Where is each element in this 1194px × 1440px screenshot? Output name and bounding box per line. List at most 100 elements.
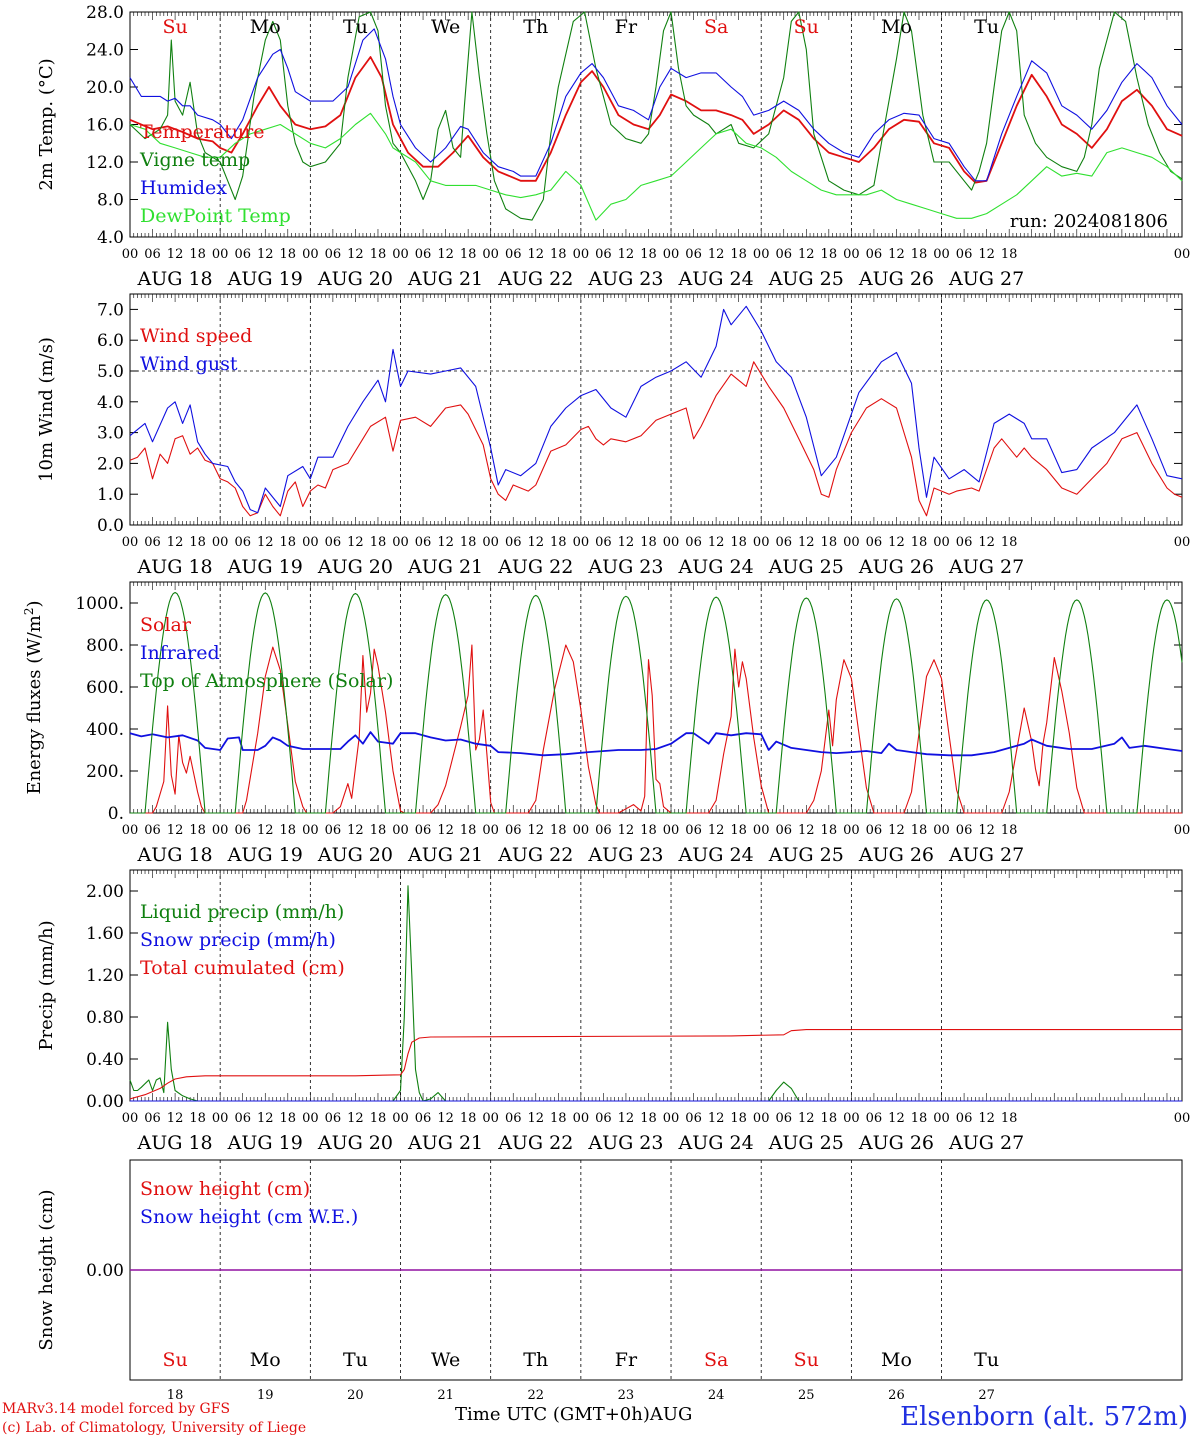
y-tick-label: 400. [86,720,124,740]
hour-label: 06 [415,247,432,262]
date-label: AUG 21 [407,1132,483,1154]
hour-label: 12 [888,535,905,550]
y-tick-label: 2.00 [86,882,124,902]
hour-label: 00 [843,535,860,550]
hour-label: 00 [1174,1111,1191,1126]
y-tick-label: 8.0 [97,191,124,211]
y-tick-label: 800. [86,636,124,656]
date-label: AUG 22 [497,268,573,290]
hour-label: 18 [911,535,928,550]
date-label: AUG 25 [768,1132,844,1154]
hour-label: 00 [663,823,680,838]
day-number: 18 [167,1388,184,1403]
day-number: 27 [978,1388,995,1403]
hour-label: 18 [460,823,477,838]
panel-1: 4.0 8.0 12.0 16.0 20.0 24.0 28.0 2m Temp. (°C) T… [36,3,1190,290]
hour-label: 00 [663,1111,680,1126]
date-label: AUG 23 [587,1132,663,1154]
hour-label: 12 [527,247,544,262]
hour-label: 18 [550,1111,567,1126]
hour-label: 18 [460,247,477,262]
hour-label: 12 [798,823,815,838]
hour-label: 18 [370,823,387,838]
hour-label: 00 [122,247,139,262]
weekday-label: Su [794,1349,819,1371]
y-tick-label: 2.0 [97,454,124,474]
hour-label: 00 [933,247,950,262]
hour-label: 12 [167,247,184,262]
hour-label: 12 [798,247,815,262]
date-label: AUG 19 [227,844,303,866]
hour-label: 18 [280,823,297,838]
day-number: 21 [437,1388,454,1403]
date-label: AUG 25 [768,844,844,866]
hour-label: 12 [888,1111,905,1126]
weekday-label: Th [523,16,548,38]
hour-label: 18 [460,1111,477,1126]
date-label: AUG 18 [137,268,213,290]
hour-label: 00 [573,823,590,838]
hour-label: 18 [550,247,567,262]
hour-label: 18 [189,823,206,838]
y-tick-label: 0.40 [86,1050,124,1070]
y-tick-label: 6.0 [97,331,124,351]
hour-label: 12 [437,535,454,550]
hour-label: 00 [212,1111,229,1126]
date-label: AUG 20 [317,268,393,290]
day-number: 24 [708,1388,725,1403]
hour-label: 06 [685,1111,702,1126]
hour-label: 12 [708,247,725,262]
y-tick-label: 4.0 [97,228,124,248]
hour-label: 12 [618,535,635,550]
time-axis-caption: Time UTC (GMT+0h)AUG [455,1404,692,1425]
hour-label: 00 [392,823,409,838]
hour-label: 00 [302,535,319,550]
y-axis-title: Snow height (cm) [36,1189,57,1350]
hour-label: 12 [618,247,635,262]
weekday-label: Tu [343,1349,368,1371]
hour-label: 06 [325,1111,342,1126]
weekday-label: We [431,16,460,38]
hour-label: 06 [505,535,522,550]
hour-label: 18 [550,823,567,838]
hour-label: 06 [685,535,702,550]
hour-label: 00 [482,823,499,838]
hour-label: 12 [167,1111,184,1126]
y-tick-label: 28.0 [86,3,124,23]
hour-label: 00 [753,247,770,262]
weekday-label: Tu [974,16,999,38]
y-tick-label: 5.0 [97,362,124,382]
hour-label: 12 [167,823,184,838]
weekday-label: Sa [704,16,728,38]
hour-label: 06 [415,1111,432,1126]
month-label: AUG [649,1404,693,1425]
hour-label: 00 [122,535,139,550]
hour-label: 00 [302,1111,319,1126]
y-tick-label: 200. [86,762,124,782]
y-axis-title: Precip (mm/h) [36,920,57,1050]
hour-label: 06 [956,535,973,550]
date-label: AUG 18 [137,844,213,866]
hour-label: 06 [685,247,702,262]
day-number: 19 [257,1388,274,1403]
hour-label: 12 [437,247,454,262]
hour-label: 06 [595,1111,612,1126]
hour-label: 06 [325,535,342,550]
legend-entry: Solar [140,614,192,636]
credit-model: MARv3.14 model forced by GFS [2,1401,231,1417]
hour-label: 18 [280,1111,297,1126]
y-tick-label: 16.0 [86,116,124,136]
date-label: AUG 26 [858,844,934,866]
hour-label: 12 [437,1111,454,1126]
hour-label: 00 [1174,247,1191,262]
run-label: run: 2024081806 [1010,211,1168,232]
weekday-label: Su [162,16,187,38]
hour-label: 00 [1174,823,1191,838]
hour-label: 06 [956,823,973,838]
date-label: AUG 20 [317,556,393,578]
panel-5: 0.00 Snow height (cm) Snow height (cm) Snow… [36,1159,1183,1381]
legend-entry: Snow height (cm W.E.) [140,1206,358,1228]
hour-label: 12 [257,247,274,262]
day-number: 25 [798,1388,815,1403]
hour-label: 12 [347,823,364,838]
